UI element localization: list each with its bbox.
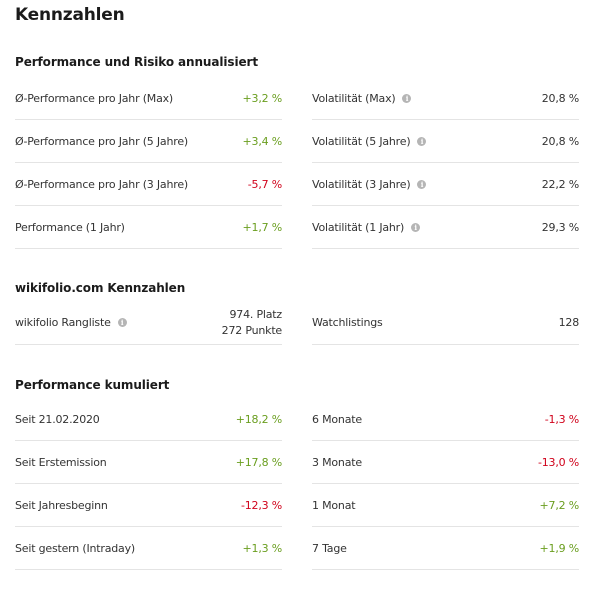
metric-row: Volatilität (1 Jahr) i 29,3 % — [312, 206, 579, 249]
metric-row: Ø-Performance pro Jahr (3 Jahre) -5,7 % — [15, 163, 282, 206]
metric-value: -13,0 % — [537, 455, 579, 469]
metric-value: 22,2 % — [541, 177, 579, 191]
section-title-wikifolio: wikifolio.com Kennzahlen — [15, 281, 186, 295]
metric-value: +17,8 % — [235, 455, 282, 469]
metric-value: +3,2 % — [242, 91, 283, 105]
metric-value: +18,2 % — [235, 412, 282, 426]
metric-label: Seit gestern (Intraday) — [15, 541, 135, 555]
metric-value: +1,7 % — [242, 220, 283, 234]
metric-label: 1 Monat — [312, 498, 356, 512]
metric-label: Seit Jahresbeginn — [15, 498, 108, 512]
metric-row: Ø-Performance pro Jahr (Max) +3,2 % — [15, 77, 282, 120]
metric-value: +7,2 % — [539, 498, 580, 512]
metric-label: Volatilität (Max) — [312, 91, 396, 105]
metric-row: 6 Monate -1,3 % — [312, 398, 579, 441]
ranking-place: 974. Platz — [229, 308, 282, 321]
metric-value: +1,3 % — [242, 541, 283, 555]
metric-label: Volatilität (1 Jahr) — [312, 220, 405, 234]
metric-value: 20,8 % — [541, 91, 579, 105]
metric-label: 7 Tage — [312, 541, 347, 555]
watchlistings-label: Watchlistings — [312, 316, 383, 329]
metric-value: +1,9 % — [539, 541, 580, 555]
metric-label: Volatilität (3 Jahre) — [312, 177, 411, 191]
metric-value: 29,3 % — [541, 220, 579, 234]
section-title-cumulative: Performance kumuliert — [15, 378, 170, 392]
metric-label: Ø-Performance pro Jahr (5 Jahre) — [15, 134, 188, 148]
info-icon[interactable]: i — [117, 318, 127, 327]
watchlistings-column: Watchlistings 128 — [312, 301, 579, 345]
metric-label: 3 Monate — [312, 455, 362, 469]
metric-value: +3,4 % — [242, 134, 283, 148]
metric-value: -12,3 % — [240, 498, 282, 512]
metric-row: 1 Monat +7,2 % — [312, 484, 579, 527]
metric-label: 6 Monate — [312, 412, 362, 426]
metric-row: Ø-Performance pro Jahr (5 Jahre) +3,4 % — [15, 120, 282, 163]
metric-value: 20,8 % — [541, 134, 579, 148]
metric-label: Seit 21.02.2020 — [15, 412, 100, 426]
page-title: Kennzahlen — [15, 5, 125, 25]
ranking-row: wikifolio Rangliste i 974. Platz 272 Punk… — [15, 301, 282, 345]
info-icon[interactable]: i — [417, 179, 427, 189]
performance-annualized-column: Ø-Performance pro Jahr (Max) +3,2 % Ø-Pe… — [15, 77, 282, 249]
ranking-label: wikifolio Rangliste — [15, 316, 111, 329]
metric-label: Ø-Performance pro Jahr (3 Jahre) — [15, 177, 188, 191]
metric-value: -1,3 % — [544, 412, 579, 426]
metric-row: Volatilität (3 Jahre) i 22,2 % — [312, 163, 579, 206]
metric-row: Seit Jahresbeginn -12,3 % — [15, 484, 282, 527]
metric-label: Seit Erstemission — [15, 455, 107, 469]
metric-row: Seit 21.02.2020 +18,2 % — [15, 398, 282, 441]
metric-row: Volatilität (5 Jahre) i 20,8 % — [312, 120, 579, 163]
cumulative-left-column: Seit 21.02.2020 +18,2 % Seit Erstemissio… — [15, 398, 282, 570]
section-title-performance-risk: Performance und Risiko annualisiert — [15, 55, 258, 69]
metric-label: Volatilität (5 Jahre) — [312, 134, 411, 148]
metric-row: Performance (1 Jahr) +1,7 % — [15, 206, 282, 249]
metric-value: -5,7 % — [247, 177, 282, 191]
metric-label: Ø-Performance pro Jahr (Max) — [15, 91, 174, 105]
metric-row: 7 Tage +1,9 % — [312, 527, 579, 570]
info-icon[interactable]: i — [411, 222, 421, 232]
metric-row: 3 Monate -13,0 % — [312, 441, 579, 484]
info-icon[interactable]: i — [402, 93, 412, 103]
metric-row: Seit gestern (Intraday) +1,3 % — [15, 527, 282, 570]
watchlistings-row: Watchlistings 128 — [312, 301, 579, 345]
cumulative-right-column: 6 Monate -1,3 % 3 Monate -13,0 % 1 Monat… — [312, 398, 579, 570]
info-icon[interactable]: i — [417, 136, 427, 146]
metric-row: Seit Erstemission +17,8 % — [15, 441, 282, 484]
metric-row: Volatilität (Max) i 20,8 % — [312, 77, 579, 120]
ranking-column: wikifolio Rangliste i 974. Platz 272 Punk… — [15, 301, 282, 345]
volatility-column: Volatilität (Max) i 20,8 % Volatilität (5… — [312, 77, 579, 249]
watchlistings-value: 128 — [558, 316, 580, 329]
ranking-points: 272 Punkte — [221, 324, 283, 337]
metric-label: Performance (1 Jahr) — [15, 220, 125, 234]
